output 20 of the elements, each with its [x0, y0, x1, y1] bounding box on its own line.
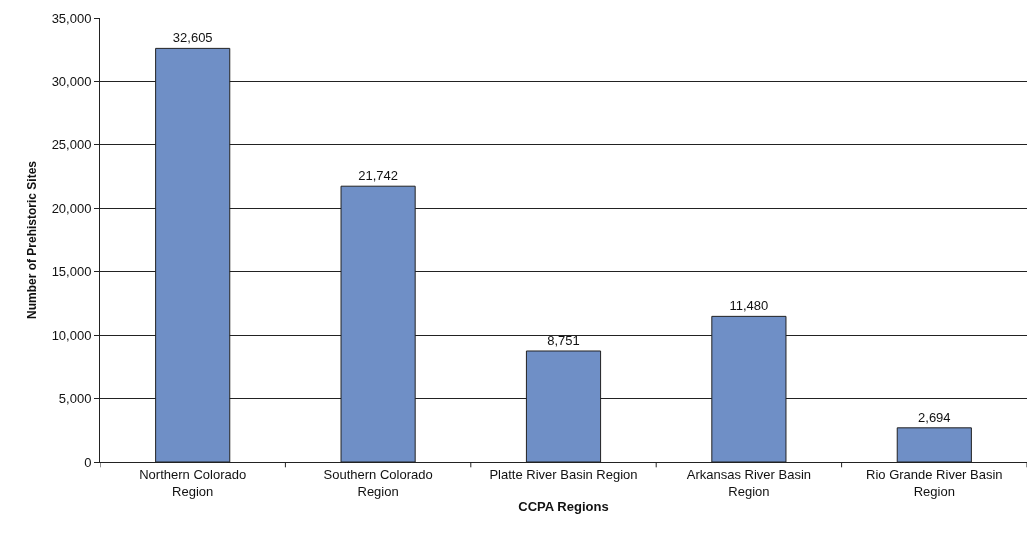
x-axis-title: CCPA Regions: [518, 499, 609, 515]
x-tick-label: Rio Grande River Basin Region: [866, 466, 1003, 499]
data-label: 8,751: [547, 332, 580, 348]
y-tick-label: 20,000: [51, 200, 92, 216]
y-tick-label: 0: [84, 454, 92, 470]
data-label: 2,694: [918, 409, 951, 425]
x-tick-label: Arkansas River Basin Region: [686, 466, 812, 499]
y-tick-label: 25,000: [51, 137, 92, 153]
x-tick-label: Northern Colorado Region: [139, 466, 247, 499]
y-axis-title: Number of Prehistoric Sites: [24, 160, 39, 320]
y-tick-label: 30,000: [51, 73, 92, 89]
x-tick-label: Platte River Basin Region: [489, 466, 638, 482]
x-tick-label: Southern Colorado Region: [323, 466, 433, 499]
data-label: 21,742: [358, 168, 398, 184]
y-tick-label: 5,000: [58, 391, 92, 407]
y-tick-label: 15,000: [51, 264, 92, 280]
data-label: 11,480: [729, 298, 769, 314]
data-label: 32,605: [172, 30, 213, 46]
y-tick-label: 10,000: [51, 327, 92, 343]
y-tick-label: 35,000: [51, 10, 92, 26]
